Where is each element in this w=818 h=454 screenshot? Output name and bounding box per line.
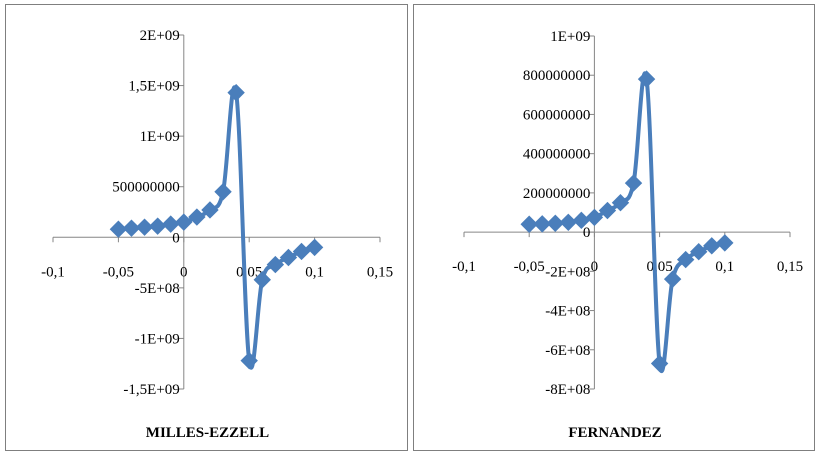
y-tick-label: -4E+08: [545, 304, 590, 320]
data-point-marker: [650, 354, 669, 373]
x-tick-label: 0,05: [646, 259, 672, 275]
data-point-marker: [279, 248, 298, 267]
data-point-marker: [546, 214, 564, 232]
x-tick-label: 0,1: [715, 259, 734, 275]
data-point-marker: [175, 213, 193, 231]
data-point-marker: [201, 201, 219, 219]
chart-fernandez: -8E+08-6E+08-4E+08-2E+080200000000400000…: [452, 29, 803, 398]
y-tick-label: 500000000: [112, 180, 180, 196]
x-tick-label: 0,15: [367, 264, 393, 280]
y-tick-label: -5E+08: [135, 281, 180, 297]
data-point-marker: [624, 174, 643, 192]
data-point-marker: [227, 83, 245, 102]
y-tick-label: -1E+09: [135, 331, 180, 347]
y-tick-label: -2E+08: [545, 264, 590, 280]
x-tick-label: 0: [591, 259, 599, 275]
data-point-marker: [148, 217, 167, 235]
data-point-marker: [690, 243, 708, 261]
data-point-marker: [598, 201, 617, 220]
data-point-marker: [520, 215, 538, 233]
data-point-marker: [188, 208, 206, 226]
data-point-marker: [559, 213, 578, 232]
data-point-marker: [240, 351, 258, 370]
data-point-marker: [716, 234, 734, 252]
x-tick-label: -0,05: [103, 264, 134, 280]
data-point-marker: [611, 193, 630, 212]
data-point-marker: [663, 270, 682, 288]
y-tick-label: 200000000: [523, 186, 591, 202]
chart-caption: FERNANDEZ: [568, 425, 662, 441]
chart-panel-milles-ezzell: -1,5E+09 -1E+09 -5E+08 0 500000000 1E+09 1,5E+…: [5, 4, 408, 451]
data-point-marker: [253, 271, 271, 289]
data-point-marker: [585, 208, 604, 227]
data-point-marker: [637, 70, 656, 88]
data-point-marker: [533, 215, 551, 233]
chart-panel-fernandez: -8E+08 -6E+08 -4E+08 -2E+08 0 200000000 400000…: [413, 4, 815, 451]
data-point-marker: [266, 255, 285, 274]
y-tick-label: -6E+08: [545, 343, 590, 359]
y-tick-label: 0: [583, 225, 591, 241]
x-tick-label: 0,1: [305, 264, 324, 280]
y-tick-label: 800000000: [523, 68, 591, 84]
data-point-marker: [305, 238, 324, 257]
data-point-marker: [135, 218, 154, 236]
y-tick-label: 0: [172, 230, 180, 246]
x-tick-label: 0: [180, 264, 188, 280]
chart-caption: MILLES-EZZELL: [145, 425, 270, 441]
y-tick-label: 2E+09: [140, 28, 180, 44]
x-tick-label: -0,1: [452, 259, 476, 275]
data-point-marker: [214, 183, 232, 201]
data-point-marker: [292, 242, 311, 261]
y-tick-label: 400000000: [523, 147, 591, 163]
y-tick-label: -1,5E+09: [123, 382, 179, 398]
chart-milles-ezzell: -1,5E+09-1E+09-5E+0805000000001E+091,5E+…: [41, 28, 393, 398]
y-tick-label: 600000000: [523, 107, 591, 123]
data-point-marker: [109, 220, 128, 238]
y-tick-label: 1,5E+09: [128, 79, 179, 95]
y-tick-label: 1E+09: [550, 29, 590, 45]
y-tick-label: 1E+09: [140, 129, 180, 145]
y-tick-label: -8E+08: [545, 382, 590, 398]
x-tick-label: -0,1: [41, 264, 65, 280]
x-tick-label: -0,05: [514, 259, 545, 275]
x-tick-label: 0,15: [777, 259, 803, 275]
data-point-marker: [676, 250, 695, 269]
data-point-marker: [122, 219, 141, 237]
